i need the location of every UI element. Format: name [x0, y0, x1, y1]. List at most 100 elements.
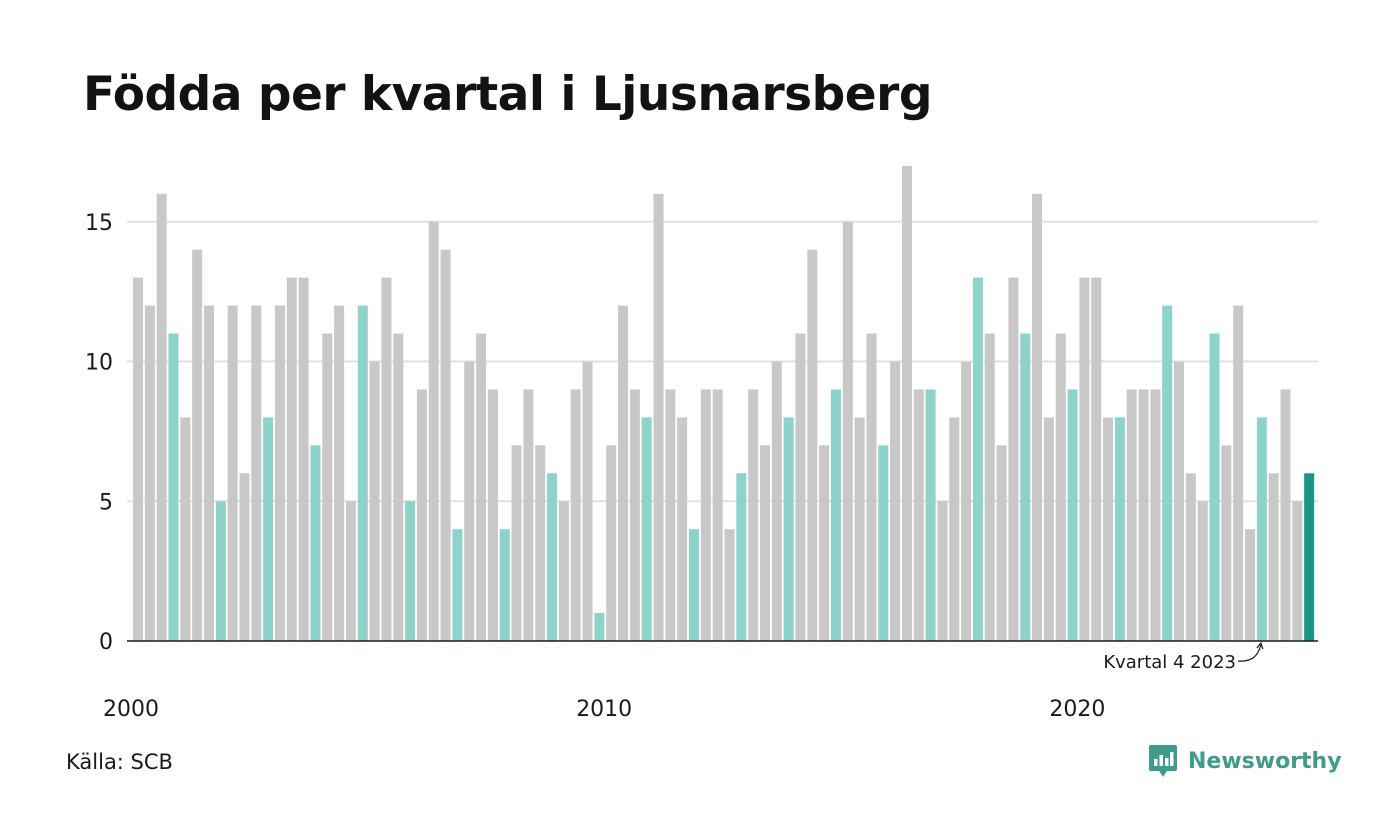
bar	[192, 249, 203, 641]
bar	[405, 501, 416, 641]
bar	[736, 473, 747, 641]
bar	[795, 333, 806, 641]
bar	[1304, 473, 1315, 641]
logo-text: Newsworthy	[1188, 748, 1342, 774]
bar	[274, 305, 285, 641]
bar	[1138, 389, 1149, 641]
chart-title: Födda per kvartal i Ljusnarsberg	[83, 67, 933, 122]
bar-chart-speech-bubble-icon	[1149, 745, 1177, 777]
bar	[322, 333, 333, 641]
bar	[227, 305, 238, 641]
bar	[748, 389, 759, 641]
bar	[156, 193, 167, 642]
bar	[972, 277, 983, 641]
bar	[1126, 389, 1137, 641]
bar	[949, 417, 960, 641]
bar	[558, 501, 569, 641]
bar	[357, 305, 368, 641]
bar	[1079, 277, 1090, 641]
bar	[807, 249, 818, 641]
bar	[239, 473, 250, 641]
annotation-arrow	[1237, 644, 1262, 662]
bar	[961, 361, 972, 641]
bar	[1197, 501, 1208, 641]
bar	[1103, 417, 1114, 641]
bar	[570, 389, 581, 641]
bar	[1067, 389, 1078, 641]
bar	[168, 333, 179, 641]
bar	[487, 389, 498, 641]
bar	[913, 389, 924, 641]
bar	[1221, 445, 1232, 641]
x-axis-ticks: 2000 2010 2020	[103, 697, 1105, 722]
y-tick-label: 10	[85, 351, 113, 376]
bar	[618, 305, 629, 641]
bar	[499, 529, 510, 641]
newsworthy-logo: Newsworthy	[1148, 744, 1342, 778]
bar	[830, 389, 841, 641]
bar	[523, 389, 534, 641]
bar	[1174, 361, 1185, 641]
bar	[1020, 333, 1031, 641]
bar	[1292, 501, 1303, 641]
bar	[759, 445, 770, 641]
bar	[428, 221, 439, 641]
bar	[1008, 277, 1019, 641]
bar	[476, 333, 487, 641]
bar	[1233, 305, 1244, 641]
bar	[1280, 389, 1291, 641]
bar	[144, 305, 155, 641]
bar	[440, 249, 451, 641]
bar	[677, 417, 688, 641]
bar	[1043, 417, 1054, 641]
bar	[547, 473, 558, 641]
bar	[724, 529, 735, 641]
bar	[819, 445, 830, 641]
bar	[1256, 417, 1267, 641]
bar	[1245, 529, 1256, 641]
bar	[582, 361, 593, 641]
bar	[286, 277, 297, 641]
bar	[298, 277, 309, 641]
bar	[535, 445, 546, 641]
bar	[712, 389, 723, 641]
bar	[901, 165, 912, 641]
x-tick-label: 2010	[576, 697, 632, 722]
bar	[345, 501, 356, 641]
bar	[771, 361, 782, 641]
bar	[641, 417, 652, 641]
bar	[133, 277, 143, 641]
bar	[1209, 333, 1220, 641]
bar	[890, 361, 901, 641]
bar	[653, 193, 664, 642]
bar	[606, 445, 617, 641]
bar	[842, 221, 853, 641]
bar	[866, 333, 877, 641]
bar	[1091, 277, 1102, 641]
bar	[464, 361, 475, 641]
bar	[180, 417, 191, 641]
annotation-arrowhead	[1256, 641, 1264, 650]
bar	[381, 277, 392, 641]
bar	[783, 417, 794, 641]
bar	[878, 445, 889, 641]
bar	[996, 445, 1007, 641]
bar	[700, 389, 711, 641]
bar	[1268, 473, 1279, 641]
bar	[393, 333, 404, 641]
y-tick-label: 15	[85, 211, 113, 236]
bar	[629, 389, 640, 641]
bar	[1162, 305, 1173, 641]
bar	[263, 417, 274, 641]
annotation: Kvartal 4 2023	[1103, 641, 1264, 673]
bar	[203, 305, 214, 641]
bar	[1055, 333, 1066, 641]
y-tick-label: 0	[99, 630, 113, 655]
bar	[854, 417, 865, 641]
bar	[594, 613, 605, 641]
bar	[251, 305, 262, 641]
bar	[984, 333, 995, 641]
bar	[925, 389, 936, 641]
bar	[310, 445, 321, 641]
bar	[369, 361, 380, 641]
